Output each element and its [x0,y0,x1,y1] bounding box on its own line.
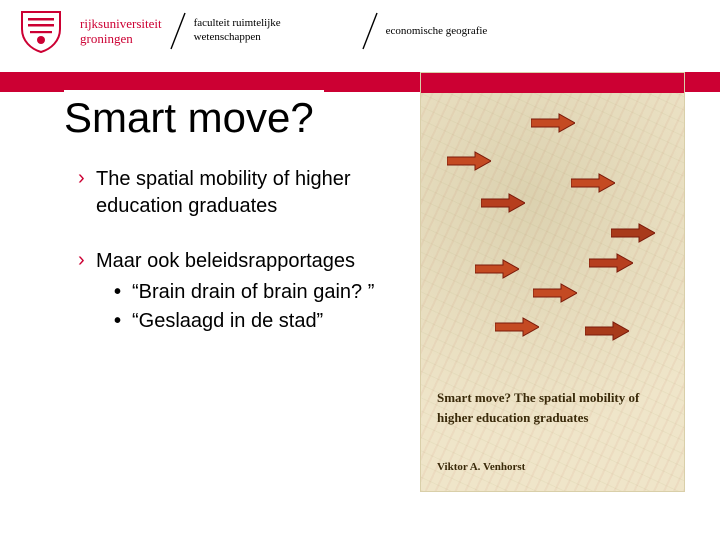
bullet-text: Maar ook beleidsrapportages • “Brain dra… [96,248,374,337]
migration-arrow-icon [481,193,525,213]
faculty-name: faculteit ruimtelijke wetenschappen [194,17,314,45]
department-name: economische geografie [386,25,526,37]
bullet-marker-icon: › [78,248,96,337]
university-name-line1: rijksuniversiteit [80,17,162,32]
sub-bullet-marker-icon: • [114,308,132,335]
cover-map-background [421,73,684,491]
bullet-marker-icon: › [78,166,96,220]
faculty-line1: faculteit ruimtelijke [194,17,314,31]
slide-title: Smart move? [64,90,324,146]
separator-slash-icon [356,10,384,52]
sub-bullet-text: “Brain drain of brain gain? ” [132,279,374,306]
slide-header: rijksuniversiteit groningen faculteit ru… [0,0,720,55]
sub-bullet-item: • “Geslaagd in de stad” [114,308,374,335]
bullet-item: › Maar ook beleidsrapportages • “Brain d… [78,248,388,337]
university-name: rijksuniversiteit groningen [80,15,162,47]
migration-arrow-icon [531,113,575,133]
bullet-text: The spatial mobility of higher education… [96,166,388,220]
sub-bullet-list: • “Brain drain of brain gain? ” • “Gesla… [114,279,374,335]
sub-bullet-item: • “Brain drain of brain gain? ” [114,279,374,306]
migration-arrow-icon [611,223,655,243]
cover-red-bar [421,73,684,93]
university-shield-logo [18,9,64,53]
separator-slash-icon [164,10,192,52]
bullet-content-area: › The spatial mobility of higher educati… [78,166,388,365]
university-name-line2: groningen [80,32,162,47]
migration-arrow-icon [447,151,491,171]
migration-arrow-icon [533,283,577,303]
migration-arrow-icon [585,321,629,341]
migration-arrow-icon [589,253,633,273]
migration-arrow-icon [475,259,519,279]
book-cover-image: Smart move? The spatial mobility of high… [420,72,685,492]
bullet-text-label: Maar ook beleidsrapportages [96,250,355,272]
sub-bullet-marker-icon: • [114,279,132,306]
cover-title-text: Smart move? The spatial mobility of high… [437,388,667,427]
migration-arrow-icon [495,317,539,337]
migration-arrow-icon [571,173,615,193]
bullet-item: › The spatial mobility of higher educati… [78,166,388,220]
faculty-line2: wetenschappen [194,31,314,45]
sub-bullet-text: “Geslaagd in de stad” [132,308,323,335]
cover-author-text: Viktor A. Venhorst [437,461,525,473]
